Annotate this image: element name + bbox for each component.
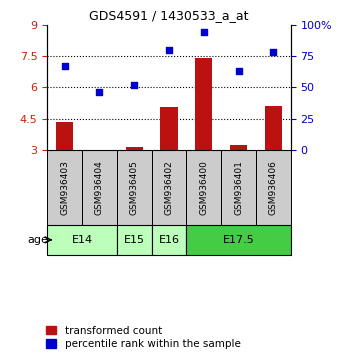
Text: GSM936405: GSM936405	[130, 160, 139, 215]
Bar	[117, 225, 152, 255]
Point	[97, 90, 102, 95]
Bar	[160, 107, 178, 150]
Text: GSM936401: GSM936401	[234, 160, 243, 215]
Bar	[152, 150, 186, 225]
Text: GSM936403: GSM936403	[60, 160, 69, 215]
Bar	[186, 225, 291, 255]
Bar	[186, 150, 221, 225]
Point	[131, 82, 137, 88]
Bar	[221, 150, 256, 225]
Bar	[230, 145, 247, 150]
Point	[166, 47, 172, 53]
Bar	[47, 225, 117, 255]
Text: E16: E16	[159, 235, 179, 245]
Text: E14: E14	[72, 235, 93, 245]
Bar	[265, 106, 282, 150]
Text: GSM936404: GSM936404	[95, 160, 104, 215]
Point	[271, 50, 276, 55]
Bar	[152, 225, 186, 255]
Point	[236, 68, 241, 74]
Text: E17.5: E17.5	[223, 235, 255, 245]
Bar	[47, 150, 82, 225]
Bar	[56, 122, 73, 150]
Bar	[195, 58, 213, 150]
Bar	[82, 150, 117, 225]
Bar	[125, 147, 143, 150]
Text: GSM936402: GSM936402	[165, 160, 173, 215]
Point	[201, 29, 207, 35]
Text: age: age	[27, 235, 48, 245]
Bar	[256, 150, 291, 225]
Text: GSM936406: GSM936406	[269, 160, 278, 215]
Text: GSM936400: GSM936400	[199, 160, 208, 215]
Point	[62, 63, 67, 69]
Bar	[117, 150, 152, 225]
Text: E15: E15	[124, 235, 145, 245]
Title: GDS4591 / 1430533_a_at: GDS4591 / 1430533_a_at	[89, 9, 249, 22]
Legend: transformed count, percentile rank within the sample: transformed count, percentile rank withi…	[46, 326, 240, 349]
